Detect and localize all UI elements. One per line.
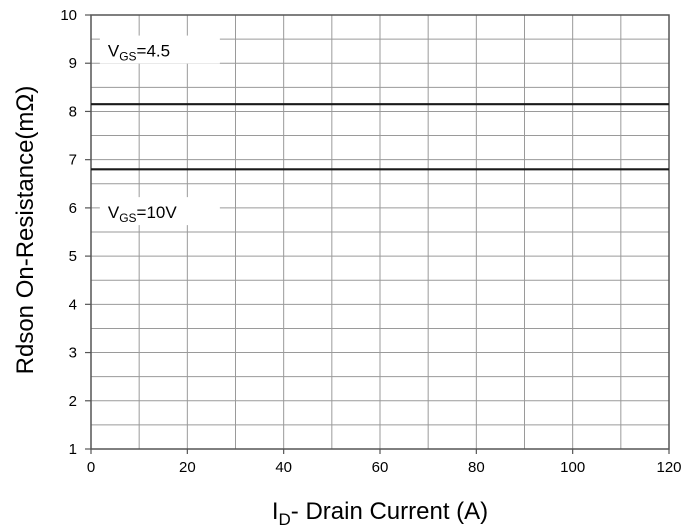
y-tick-labels: 1 2 3 4 5 6 7 8 9 10 — [60, 7, 77, 458]
y-tick-label: 5 — [69, 248, 77, 265]
x-tick-labels: 0 20 40 60 80 100 120 — [87, 459, 682, 476]
series-label-2: VGS=10V — [108, 203, 178, 225]
x-axis-label-subscript: D — [279, 510, 291, 527]
plot-frame — [90, 14, 670, 450]
series-label-subscript: GS — [119, 211, 136, 225]
x-axis-label-main: I — [272, 498, 279, 525]
series-label-rest: =10V — [137, 203, 178, 222]
annotation-background — [99, 35, 220, 64]
x-tick-label: 120 — [656, 459, 681, 476]
x-tick-label: 20 — [179, 459, 196, 476]
series-label-main: V — [108, 203, 120, 222]
series-label-1: VGS=4.5 — [108, 42, 170, 64]
y-tick-label: 7 — [69, 152, 77, 169]
x-axis-label: ID- Drain Current (A) — [272, 498, 488, 527]
y-tick-label: 4 — [69, 296, 77, 313]
y-tick-label: 9 — [69, 55, 77, 72]
grid-minor — [90, 14, 670, 450]
series-label-rest: =4.5 — [137, 42, 171, 61]
x-tick-label: 0 — [87, 459, 95, 476]
series-label-subscript: GS — [119, 50, 136, 64]
x-tick-label: 80 — [468, 459, 485, 476]
y-tick-label: 2 — [69, 393, 77, 410]
x-axis-label-rest: - Drain Current (A) — [291, 498, 488, 525]
x-tick-label: 60 — [372, 459, 389, 476]
series-label-main: V — [108, 42, 120, 61]
y-tick-label: 1 — [69, 441, 77, 458]
x-tick-label: 40 — [275, 459, 292, 476]
y-tick-label: 6 — [69, 200, 77, 217]
grid-major — [85, 14, 670, 454]
y-tick-label: 8 — [69, 103, 77, 120]
series-lines — [91, 103, 669, 171]
x-tick-label: 100 — [560, 459, 585, 476]
y-tick-label: 3 — [69, 345, 77, 362]
y-tick-label: 10 — [60, 7, 77, 24]
y-axis-label: Rdson On-Resistance(mΩ) — [12, 86, 39, 375]
annotation-background — [99, 197, 220, 226]
